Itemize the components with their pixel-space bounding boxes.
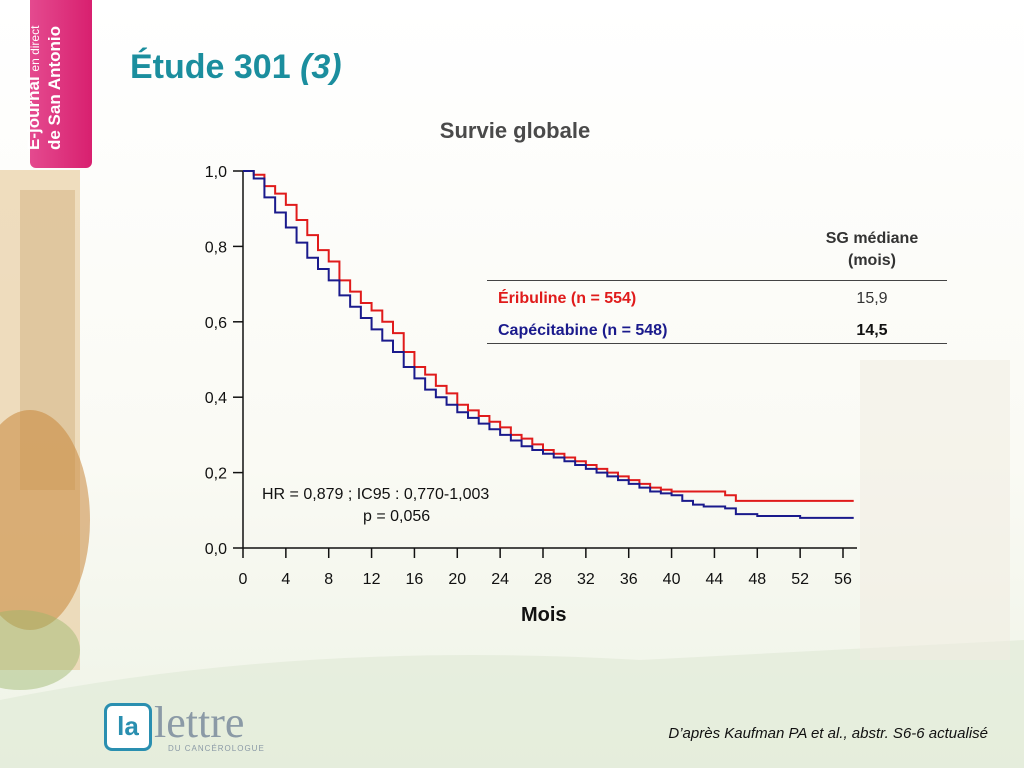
x-tick-label: 20 — [448, 571, 466, 588]
x-tick-label: 24 — [491, 571, 509, 588]
x-tick-label: 52 — [791, 571, 809, 588]
logo-subtitle: DU CANCÉROLOGUE — [168, 744, 265, 753]
x-tick-label: 36 — [620, 571, 638, 588]
x-tick-label: 32 — [577, 571, 595, 588]
x-axis-label: Mois — [521, 604, 567, 626]
table-header: SG médiane (mois) — [825, 230, 919, 269]
x-tick-label: 28 — [534, 571, 552, 588]
y-tick-label: 0,8 — [205, 239, 227, 256]
table-row-label-eribuline: Éribuline (n = 554) — [498, 290, 637, 307]
table-rule-top — [487, 280, 947, 281]
y-tick-label: 0,6 — [205, 315, 227, 332]
la-lettre-logo: la lettre DU CANCÉROLOGUE — [104, 698, 274, 759]
brand-tab — [30, 0, 92, 168]
survival-curve-capecitabine — [243, 170, 854, 519]
x-tick-label: 12 — [363, 571, 381, 588]
hazard-ratio-text: HR = 0,879 ; IC95 : 0,770-1,003 — [262, 486, 490, 503]
x-tick-label: 40 — [663, 571, 681, 588]
logo-wordmark: lettre — [154, 698, 245, 747]
y-tick-label: 1,0 — [205, 164, 227, 181]
x-tick-label: 44 — [706, 571, 724, 588]
table-row-value-eribuline: 15,9 — [856, 290, 888, 307]
slide-title-em: (3) — [300, 48, 342, 86]
stats-annotation: HR = 0,879 ; IC95 : 0,770-1,003 p = 0,05… — [262, 484, 489, 528]
logo-la-badge: la — [104, 703, 152, 751]
table-row-value-capecitabine: 14,5 — [856, 322, 888, 339]
x-tick-label: 0 — [239, 571, 248, 588]
survival-curve-eribuline — [243, 170, 854, 502]
source-citation: D’après Kaufman PA et al., abstr. S6-6 a… — [668, 725, 988, 742]
p-value-text: p = 0,056 — [363, 508, 431, 525]
x-tick-label: 16 — [406, 571, 424, 588]
slide-title-main: Étude 301 — [130, 48, 301, 86]
y-tick-label: 0,4 — [205, 390, 227, 407]
table-row-label-capecitabine: Capécitabine (n = 548) — [498, 322, 668, 339]
x-tick-label: 56 — [834, 571, 852, 588]
y-tick-label: 0,0 — [205, 541, 227, 558]
table-rule-bottom — [487, 343, 947, 344]
chart-title: Survie globale — [439, 118, 591, 143]
x-tick-label: 4 — [281, 571, 290, 588]
x-tick-label: 48 — [748, 571, 766, 588]
slide-title: Étude 301 (3) — [130, 48, 342, 87]
y-tick-label: 0,2 — [205, 466, 227, 483]
x-tick-label: 8 — [324, 571, 333, 588]
